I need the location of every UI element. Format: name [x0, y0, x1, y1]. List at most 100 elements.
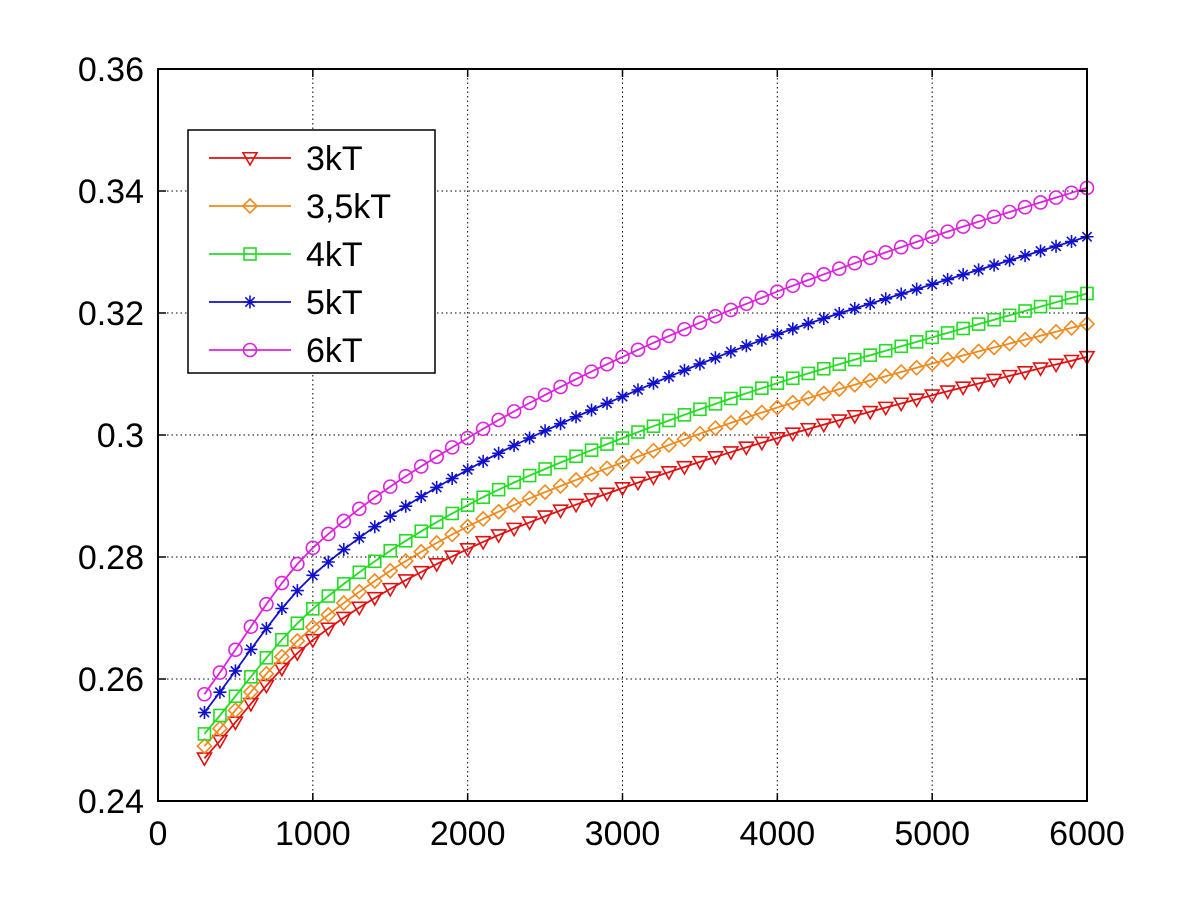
series-5kT [197, 230, 1094, 720]
data-point [753, 436, 771, 452]
data-point [398, 469, 414, 484]
data-point [909, 335, 924, 349]
data-point [459, 543, 477, 558]
data-point [970, 377, 987, 393]
data-point [367, 554, 382, 569]
data-point [522, 468, 537, 483]
data-point [724, 345, 738, 359]
data-point [691, 425, 709, 442]
legend: 3kT 3,5kT 4kT 5kT 6kT [187, 129, 436, 374]
data-point [1032, 327, 1049, 344]
data-point [569, 410, 583, 424]
data-point [614, 454, 631, 471]
data-point [769, 399, 786, 416]
data-point [258, 665, 275, 682]
series-group [196, 180, 1096, 767]
x-tick-label: 2000 [430, 815, 506, 853]
data-point [553, 379, 568, 395]
data-point [476, 490, 490, 505]
legend-label: 3,5kT [306, 188, 391, 226]
legend-item: 6kT [209, 332, 363, 370]
data-point [444, 526, 461, 543]
data-point [244, 670, 258, 684]
data-point [677, 408, 692, 422]
data-point [816, 361, 831, 376]
data-point [599, 356, 615, 372]
x-tick-label: 0 [149, 815, 168, 853]
data-point [1063, 354, 1080, 370]
data-point [971, 214, 986, 229]
data-point [492, 446, 506, 460]
series-line [203, 292, 1088, 735]
data-point [259, 650, 274, 665]
legend-item: 4kT [209, 236, 363, 274]
legend-label: 6kT [306, 332, 363, 370]
data-point [319, 622, 337, 638]
data-point [306, 602, 320, 616]
data-point [1033, 299, 1048, 314]
data-point [707, 420, 724, 437]
data-point [1034, 244, 1048, 258]
data-point [970, 343, 987, 360]
data-point [460, 498, 475, 512]
data-point [351, 583, 368, 600]
data-point [398, 533, 413, 548]
data-point [290, 584, 304, 598]
data-point [846, 376, 863, 393]
data-point [538, 424, 552, 438]
data-point [955, 347, 972, 364]
legend-marker [243, 247, 257, 261]
data-point [536, 510, 554, 525]
data-point [228, 689, 243, 704]
data-point [600, 396, 614, 410]
data-point [413, 543, 430, 560]
data-point [583, 466, 600, 483]
data-point [382, 562, 399, 579]
data-point [1003, 253, 1017, 267]
data-point [739, 296, 754, 312]
data-point [863, 348, 878, 362]
data-point [429, 449, 445, 465]
data-point [336, 513, 352, 529]
y-tick-label: 0.34 [78, 173, 144, 211]
data-point [615, 349, 630, 365]
data-point [879, 292, 893, 306]
data-point [536, 483, 554, 501]
data-point [290, 616, 305, 631]
data-point [491, 412, 506, 428]
data-point [259, 596, 274, 612]
data-point [445, 506, 459, 521]
data-point [321, 555, 335, 569]
x-tick-label: 5000 [894, 815, 970, 853]
data-point [754, 290, 770, 305]
data-point [661, 328, 677, 344]
data-point [306, 568, 320, 582]
y-tick-label: 0.32 [78, 295, 144, 333]
data-point [1047, 323, 1065, 340]
legend-item: 3,5kT [209, 188, 391, 226]
data-point [956, 268, 970, 282]
data-point [893, 239, 909, 255]
x-tick-label: 6000 [1049, 815, 1125, 853]
data-point [1018, 304, 1032, 318]
data-point [506, 404, 522, 419]
legend-marker [241, 197, 259, 215]
data-point [770, 376, 785, 390]
data-point [305, 540, 321, 556]
data-point [505, 522, 523, 538]
data-point [552, 504, 569, 520]
data-point [490, 529, 508, 544]
data-point [444, 440, 460, 455]
data-point [629, 476, 647, 492]
data-point [691, 455, 709, 471]
data-point [846, 409, 864, 425]
data-point [352, 531, 366, 545]
data-point [770, 284, 785, 299]
data-point [631, 425, 645, 439]
data-point [507, 475, 521, 490]
data-point [909, 234, 924, 250]
data-point [724, 391, 738, 406]
data-point [722, 446, 740, 461]
data-point [1002, 308, 1017, 323]
data-point [521, 516, 538, 531]
